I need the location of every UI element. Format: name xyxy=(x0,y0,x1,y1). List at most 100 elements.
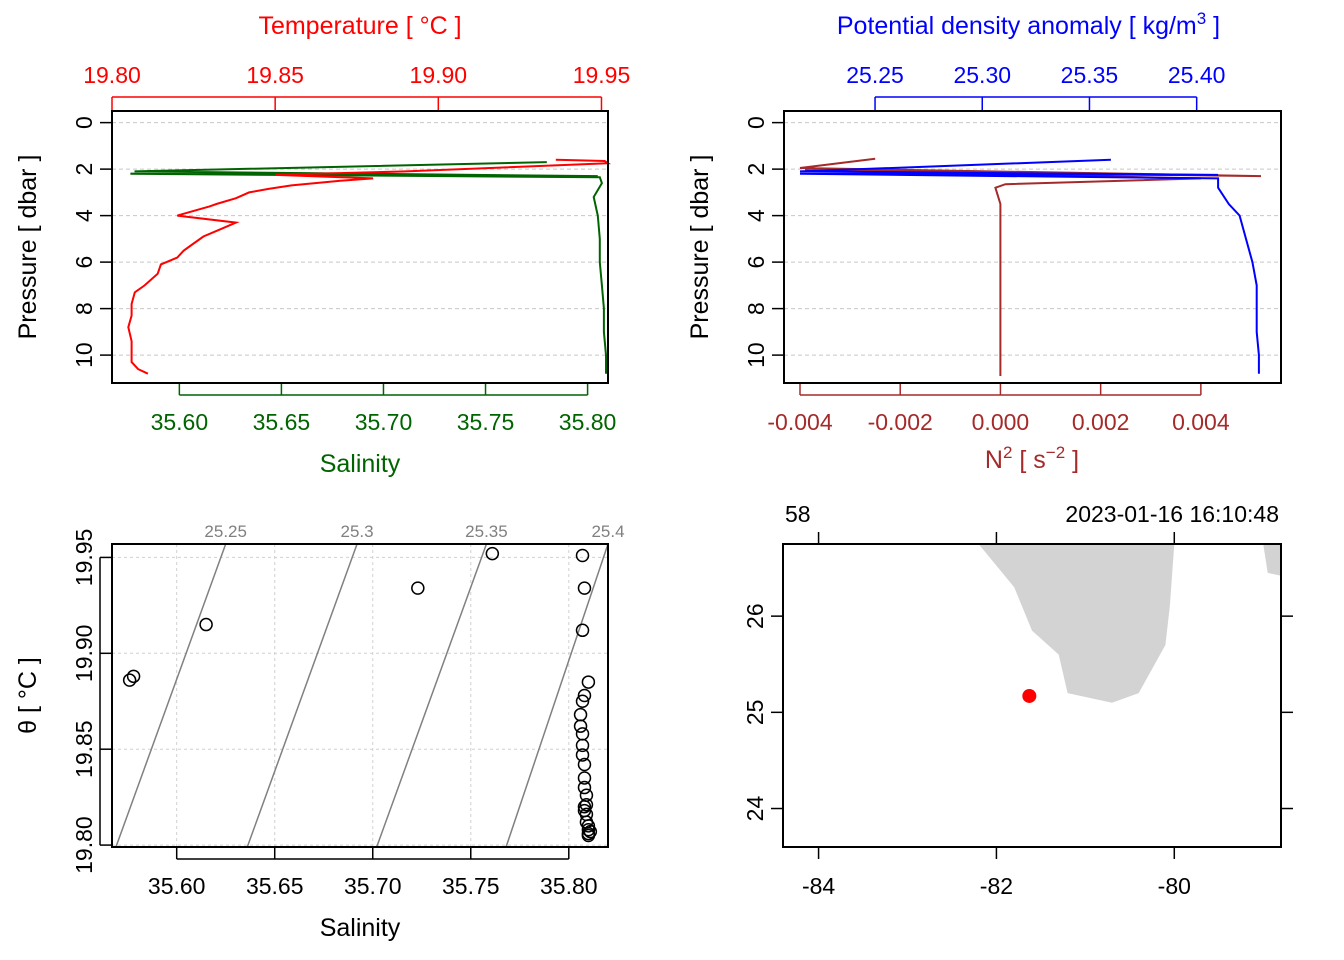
ts-point xyxy=(411,581,425,595)
top-tick-label: 25.35 xyxy=(1061,62,1119,88)
top-axis-title-sup: 3 xyxy=(1197,9,1206,28)
ts-point xyxy=(581,822,596,837)
y-tick-label: 19.95 xyxy=(71,529,97,587)
bottom-tick-label: 35.65 xyxy=(253,409,311,435)
salinity-line xyxy=(130,161,607,374)
station-number: 58 xyxy=(785,501,811,527)
ts-point xyxy=(577,771,592,785)
bottom-tick-label: 0.004 xyxy=(1172,409,1230,435)
ts-point xyxy=(581,819,596,833)
ts-point xyxy=(577,688,592,703)
y-tick-label: 24 xyxy=(742,796,768,822)
isopycnal-line xyxy=(115,543,227,848)
temperature-line xyxy=(127,158,612,375)
top-axis-title: Temperature [ °C ] xyxy=(258,12,461,40)
bottom-axis-title: N2 [ s−2 ] xyxy=(985,443,1079,474)
ts-point xyxy=(573,719,588,733)
ts-point xyxy=(581,675,596,689)
ts-point xyxy=(579,798,594,812)
bottom-tick-label: 35.70 xyxy=(355,409,413,435)
ts-point xyxy=(199,617,213,632)
y-tick-label: 10 xyxy=(743,342,769,368)
bottom-axis-title-part: 2 xyxy=(1003,443,1012,462)
y-tick-label: 26 xyxy=(742,603,768,629)
isopycnal-label: 25.35 xyxy=(465,522,508,541)
isopycnal-line xyxy=(505,543,609,848)
bottom-tick-label: -0.004 xyxy=(767,409,832,435)
ts-point xyxy=(575,623,590,638)
y-axis-title: Pressure [ dbar ] xyxy=(14,155,42,340)
top-tick-label: 19.90 xyxy=(410,62,468,88)
isopycnal-label: 25.4 xyxy=(591,522,624,541)
bottom-tick-label: 35.60 xyxy=(151,409,209,435)
y-tick-label: 19.80 xyxy=(71,816,97,874)
ts-point xyxy=(577,803,592,818)
bottom-tick-label: 0.000 xyxy=(972,409,1030,435)
ts-point xyxy=(575,548,590,563)
top-axis-title: Potential density anomaly [ kg/m3 ] xyxy=(837,9,1220,40)
ts-point xyxy=(577,757,592,772)
y-tick-label: 4 xyxy=(743,209,769,222)
bottom-axis-title: Salinity xyxy=(320,450,401,478)
ts-point xyxy=(126,669,141,684)
top-tick-label: 19.80 xyxy=(83,62,141,88)
x-tick-label: -82 xyxy=(980,873,1013,899)
station-time: 2023-01-16 16:10:48 xyxy=(1065,501,1279,527)
ts-point xyxy=(573,707,588,722)
ts-point xyxy=(577,780,592,795)
x-tick-label: 35.80 xyxy=(540,873,598,899)
density-line xyxy=(799,158,1260,374)
bottom-tick-label: 0.002 xyxy=(1072,409,1130,435)
top-tick-label: 19.85 xyxy=(246,62,304,88)
isopycnal-line xyxy=(375,543,488,848)
n2-line xyxy=(799,157,1262,376)
bottom-tick-label: 35.80 xyxy=(559,409,617,435)
ts-point xyxy=(575,727,590,741)
x-axis-title: Salinity xyxy=(320,914,401,942)
bottom-tick-label: 35.75 xyxy=(457,409,515,435)
isopycnal-label: 25.25 xyxy=(204,522,247,541)
ts-point xyxy=(122,673,137,687)
top-tick-label: 25.25 xyxy=(846,62,904,88)
top-tick-label: 25.30 xyxy=(953,62,1011,88)
y-tick-label: 6 xyxy=(743,256,769,269)
x-tick-label: -84 xyxy=(802,873,835,899)
ts-point xyxy=(581,828,596,843)
y-tick-label: 0 xyxy=(71,116,97,129)
ts-point xyxy=(575,748,590,762)
bottom-axis-title-part: [ s xyxy=(1012,446,1045,474)
y-tick-label: 6 xyxy=(71,256,97,269)
y-tick-label: 8 xyxy=(71,302,97,315)
y-tick-label: 10 xyxy=(71,342,97,368)
x-tick-label: 35.75 xyxy=(442,873,500,899)
top-tick-label: 25.40 xyxy=(1168,62,1226,88)
station-marker xyxy=(1022,688,1037,703)
x-tick-label: 35.70 xyxy=(344,873,402,899)
top-axis-title-end: ] xyxy=(1206,12,1220,40)
y-tick-label: 2 xyxy=(743,163,769,176)
ts-point xyxy=(485,546,500,561)
ts-point xyxy=(577,581,592,595)
x-tick-label: -80 xyxy=(1158,873,1191,899)
plot-frame xyxy=(111,110,609,384)
bottom-axis-title-part: ] xyxy=(1065,446,1079,474)
bottom-tick-label: -0.002 xyxy=(868,409,933,435)
y-axis-title: θ [ °C ] xyxy=(14,657,42,734)
y-tick-label: 2 xyxy=(71,163,97,176)
plot-frame xyxy=(783,110,1282,384)
y-tick-label: 4 xyxy=(71,209,97,222)
y-tick-label: 0 xyxy=(743,116,769,129)
land-polygon xyxy=(1263,544,1281,576)
top-tick-label: 19.95 xyxy=(573,62,631,88)
top-axis-title-text: Potential density anomaly [ kg/m xyxy=(837,12,1197,40)
map-frame xyxy=(782,543,1282,848)
y-axis-title: Pressure [ dbar ] xyxy=(686,155,714,340)
land-polygon xyxy=(978,544,1175,703)
ts-point xyxy=(577,799,592,814)
x-tick-label: 35.65 xyxy=(246,873,304,899)
y-tick-label: 8 xyxy=(743,302,769,315)
y-tick-label: 19.90 xyxy=(71,625,97,683)
bottom-axis-title-part: −2 xyxy=(1046,443,1065,462)
y-tick-label: 19.85 xyxy=(71,720,97,778)
